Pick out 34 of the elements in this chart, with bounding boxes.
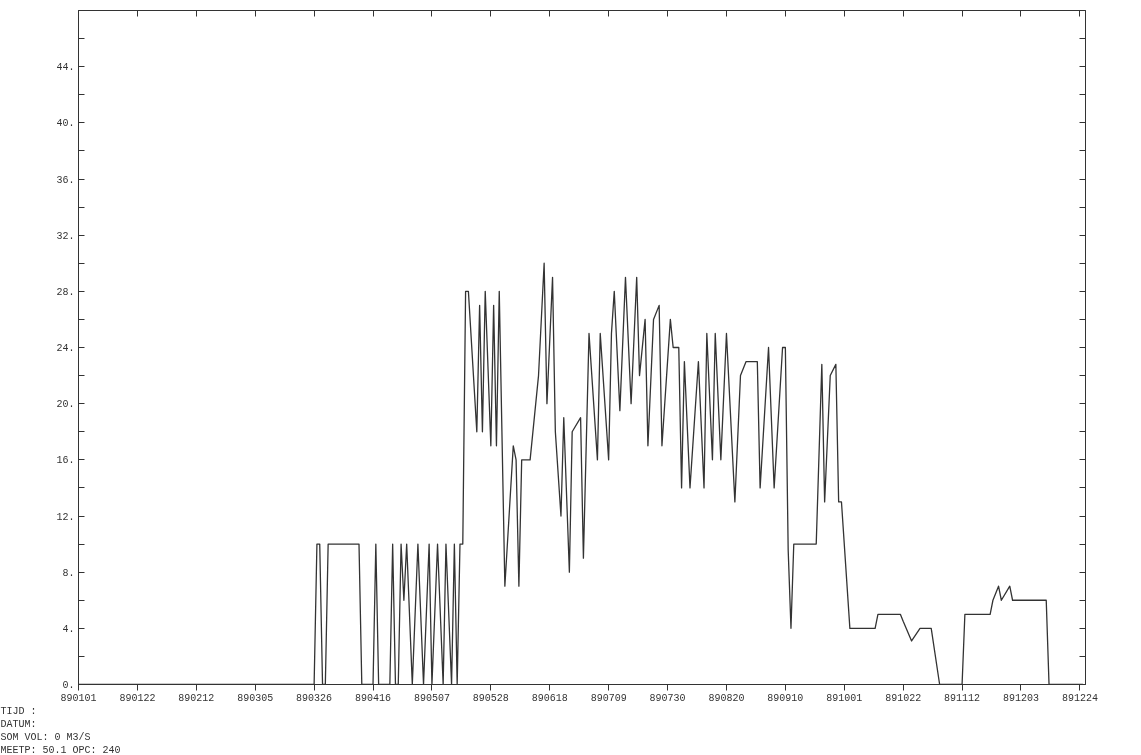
y-tick-label: 28. bbox=[56, 286, 75, 298]
text: MEETP: 50.1 OPC: 240 bbox=[0, 744, 121, 755]
text: TIJD : bbox=[0, 705, 37, 717]
x-tick-label: 891001 bbox=[826, 692, 863, 704]
x-tick-label: 890910 bbox=[767, 692, 804, 704]
y-tick-label: 16. bbox=[56, 455, 75, 467]
x-tick-label: 890101 bbox=[60, 692, 97, 704]
y-tick-label: 32. bbox=[56, 230, 75, 242]
text: DATUM: bbox=[0, 718, 37, 730]
y-tick-label: 4. bbox=[62, 623, 75, 635]
x-tick-label: 890618 bbox=[531, 692, 568, 704]
x-tick-label: 891224 bbox=[1061, 692, 1098, 704]
x-tick-label: 890305 bbox=[237, 692, 274, 704]
y-tick-label: 36. bbox=[56, 174, 75, 186]
x-tick-label: 890709 bbox=[590, 692, 627, 704]
x-tick-label: 890326 bbox=[296, 692, 333, 704]
x-tick-label: 890212 bbox=[178, 692, 215, 704]
y-tick-label: 8. bbox=[62, 567, 75, 579]
x-tick-label: 890416 bbox=[355, 692, 392, 704]
x-tick-label: 890507 bbox=[413, 692, 450, 704]
y-tick-label: 0. bbox=[62, 680, 75, 691]
x-tick-label: 890730 bbox=[649, 692, 686, 704]
x-tick-label: 891203 bbox=[1002, 692, 1039, 704]
text: SOM VOL: 0 M3/S bbox=[0, 731, 91, 743]
x-tick-label: 890528 bbox=[472, 692, 509, 704]
x-tick-label: 890820 bbox=[708, 692, 745, 704]
y-tick-label: 12. bbox=[56, 511, 75, 523]
y-tick-label: 24. bbox=[56, 343, 75, 354]
x-tick-label: 890122 bbox=[119, 692, 156, 704]
y-tick-label: 20. bbox=[56, 399, 75, 411]
x-tick-label: 891112 bbox=[944, 692, 981, 704]
y-tick-label: 40. bbox=[56, 118, 75, 130]
x-tick-label: 891022 bbox=[885, 692, 922, 704]
y-tick-label: 44. bbox=[56, 62, 75, 74]
